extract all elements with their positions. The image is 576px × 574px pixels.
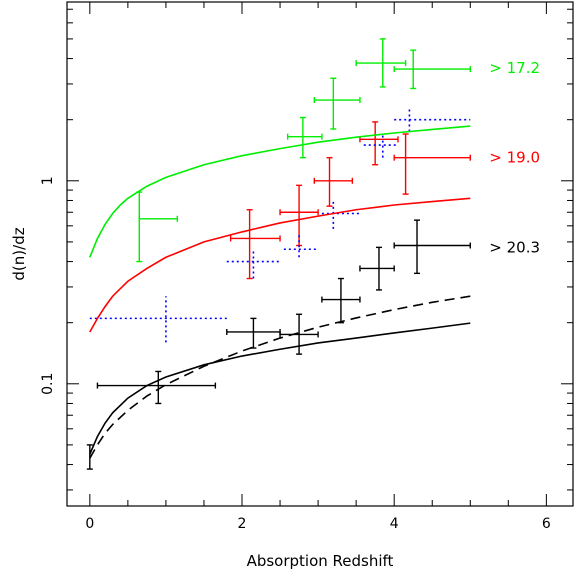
- data-point: [393, 49, 471, 90]
- model-curve: [89, 197, 471, 333]
- series-layer: [86, 38, 471, 470]
- x-axis-title: Absorption Redshift: [247, 552, 394, 570]
- data-point: [363, 134, 398, 158]
- data-point: [393, 219, 471, 275]
- x-tick-label: 6: [542, 516, 551, 532]
- series-3: [89, 109, 471, 343]
- plot-frame: [66, 1, 574, 507]
- data-point: [355, 38, 407, 88]
- series-0: [136, 38, 471, 263]
- data-point: [89, 296, 227, 343]
- series-2: [86, 219, 471, 470]
- series-4: [89, 125, 471, 258]
- y-axis-title: d(n)/dz: [10, 227, 28, 280]
- threshold-label: > 17.2: [489, 59, 540, 77]
- threshold-label: > 20.3: [489, 238, 540, 256]
- series-5: [89, 197, 471, 333]
- model-curve: [89, 125, 471, 258]
- model-curve: [89, 322, 471, 455]
- x-tick-label: 4: [390, 516, 399, 532]
- annotation-layer: > 17.2 > 19.0 > 20.3: [489, 59, 540, 256]
- data-point: [96, 370, 217, 405]
- series-7: [89, 295, 471, 459]
- data-point: [393, 133, 471, 195]
- data-point: [229, 209, 281, 280]
- x-tick-label: 2: [238, 516, 247, 532]
- data-point: [313, 156, 354, 207]
- model-curve-dashed: [89, 295, 471, 459]
- data-point: [226, 317, 281, 349]
- x-tick-label: 0: [85, 516, 94, 532]
- data-point: [359, 246, 395, 291]
- data-point: [321, 277, 361, 324]
- series-1: [229, 121, 471, 280]
- threshold-label: > 19.0: [489, 149, 540, 167]
- data-point: [394, 109, 471, 132]
- data-point: [136, 191, 179, 263]
- y-tick-label: 0.1: [40, 373, 56, 395]
- data-point: [359, 121, 399, 166]
- data-point: [226, 251, 281, 279]
- data-point: [321, 200, 360, 229]
- data-point: [313, 77, 361, 130]
- series-6: [89, 322, 471, 455]
- axes: 0 2 4 6 0.1 1: [40, 2, 573, 532]
- data-point: [283, 233, 319, 258]
- data-point: [286, 116, 323, 159]
- y-tick-label: 1: [40, 176, 56, 185]
- data-point: [279, 313, 319, 355]
